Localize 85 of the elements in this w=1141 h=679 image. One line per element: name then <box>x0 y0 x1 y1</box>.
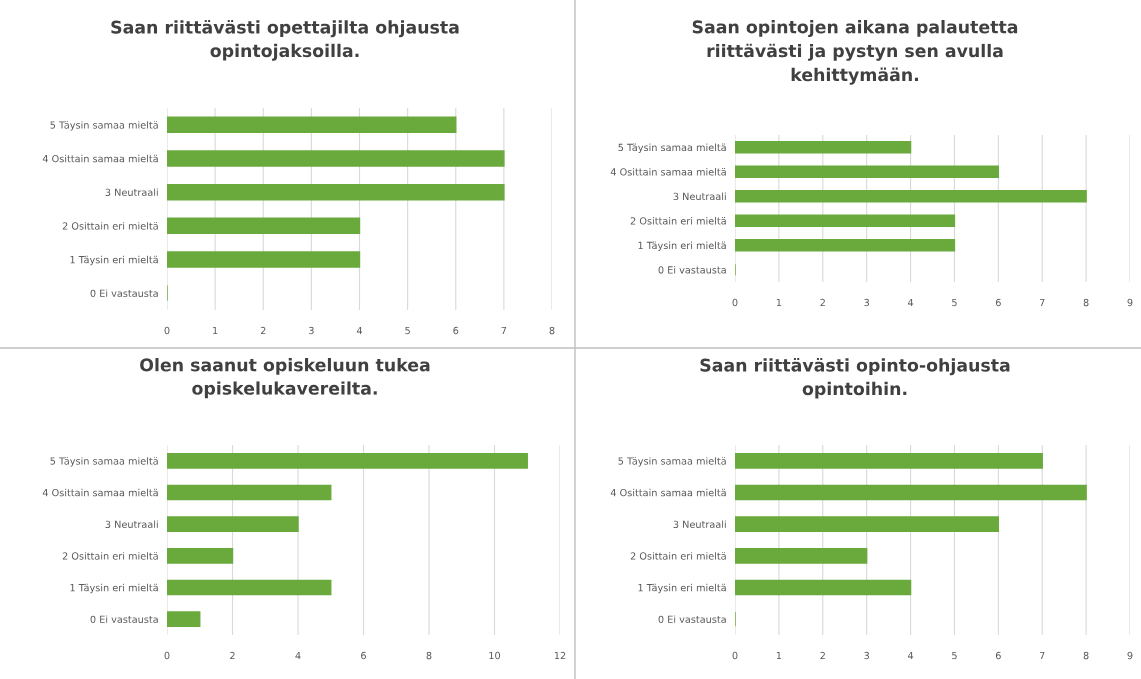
y-tick-label: 1 Täysin eri mieltä <box>70 255 158 266</box>
y-tick-label: 4 Osittain samaa mieltä <box>42 488 158 497</box>
x-tick-label: 8 <box>1083 651 1089 660</box>
y-tick-label: 3 Neutraali <box>673 192 726 201</box>
y-tick-label: 5 Täysin samaa mieltä <box>618 457 726 467</box>
x-tick-label: 3 <box>864 651 869 660</box>
x-tick-label: 9 <box>1127 651 1133 660</box>
bar <box>735 548 868 564</box>
x-tick-label: 2 <box>820 298 825 307</box>
bar <box>167 116 457 134</box>
x-tick-label: 6 <box>995 298 1001 307</box>
y-tick-label: 0 Ei vastausta <box>90 615 158 623</box>
x-tick-label: 3 <box>309 326 314 335</box>
bar <box>167 484 332 501</box>
bar <box>167 611 201 627</box>
x-tick-label: 5 <box>952 298 957 307</box>
y-tick-label: 1 Täysin eri mieltä <box>70 583 158 594</box>
x-tick-label: 0 <box>164 651 170 660</box>
bar <box>167 251 361 268</box>
y-tick-label: 0 Ei vastausta <box>658 615 726 623</box>
y-tick-label: 1 Täysin eri mieltä <box>638 583 726 594</box>
x-tick-label: 1 <box>776 651 782 660</box>
bar <box>167 217 361 235</box>
bar <box>735 141 912 154</box>
y-tick-label: 2 Osittain eri mieltä <box>62 222 158 230</box>
x-tick-label: 0 <box>732 298 738 307</box>
x-tick-label: 0 <box>732 651 738 660</box>
y-tick-label: 3 Neutraali <box>105 520 158 528</box>
y-tick-label: 0 Ei vastausta <box>90 289 158 297</box>
x-tick-label: 2 <box>260 326 266 335</box>
y-tick-label: 5 Täysin samaa mieltä <box>50 121 158 131</box>
x-tick-label: 4 <box>907 651 914 660</box>
y-tick-label: 5 Täysin samaa mieltä <box>618 143 726 153</box>
bar <box>167 453 528 469</box>
y-tick-label: 4 Osittain samaa mieltä <box>42 154 158 163</box>
bar <box>735 190 1087 203</box>
x-tick-label: 6 <box>453 326 459 335</box>
chart-title: Saan riittävästi opinto-ohjausta opintoihin. <box>700 358 1010 399</box>
x-tick-label: 1 <box>213 326 218 335</box>
y-tick-label: 2 Osittain eri mieltä <box>630 552 726 560</box>
chart-title: Saan riittävästi opettajilta ohjausta opintojaksoilla. <box>111 20 459 61</box>
x-tick-label: 9 <box>1127 298 1133 307</box>
x-tick-label: 8 <box>1083 298 1089 307</box>
bar <box>735 239 956 252</box>
chart-title: Olen saanut opiskeluun tukea opiskelukavereilta. <box>140 358 430 399</box>
x-tick-label: 12 <box>554 651 566 660</box>
chart-title: Saan opintojen aikana palautetta riittävästi ja pystyn sen avulla kehittymään. <box>692 20 1018 85</box>
bar <box>735 165 1000 178</box>
bar <box>735 214 956 227</box>
x-tick-label: 3 <box>864 298 869 307</box>
x-tick-label: 6 <box>995 651 1001 660</box>
x-tick-label: 4 <box>356 326 363 335</box>
x-tick-label: 7 <box>1039 298 1045 307</box>
x-tick-label: 10 <box>489 651 501 660</box>
x-tick-label: 8 <box>549 326 555 335</box>
x-tick-label: 4 <box>295 651 301 660</box>
y-tick-label: 4 Osittain samaa mieltä <box>610 488 726 497</box>
y-tick-label: 1 Täysin eri mieltä <box>638 241 726 251</box>
bar <box>735 579 912 596</box>
y-tick-label: 2 Osittain eri mieltä <box>630 217 726 225</box>
y-tick-label: 3 Neutraali <box>105 188 158 196</box>
x-tick-label: 5 <box>952 651 957 660</box>
y-tick-label: 3 Neutraali <box>673 520 726 528</box>
bar <box>735 516 1000 532</box>
y-tick-label: 2 Osittain eri mieltä <box>62 552 158 560</box>
y-tick-label: 5 Täysin samaa mieltä <box>50 457 158 467</box>
y-tick-label: 0 Ei vastausta <box>658 266 726 274</box>
bar <box>167 548 234 564</box>
x-tick-label: 8 <box>426 651 432 660</box>
bar <box>167 150 505 167</box>
y-tick-label: 4 Osittain samaa mieltä <box>610 168 726 176</box>
x-tick-label: 0 <box>164 326 170 335</box>
x-tick-label: 5 <box>405 326 410 335</box>
x-tick-label: 7 <box>1039 651 1045 660</box>
bar <box>735 453 1043 469</box>
bar <box>167 579 332 596</box>
x-tick-label: 1 <box>776 298 782 307</box>
bar <box>167 183 505 201</box>
x-tick-label: 2 <box>230 651 235 660</box>
x-tick-label: 7 <box>501 326 507 335</box>
bar <box>167 516 299 532</box>
x-tick-label: 4 <box>907 298 914 307</box>
bar <box>735 484 1087 501</box>
x-tick-label: 2 <box>820 651 825 660</box>
x-tick-label: 6 <box>361 651 366 660</box>
